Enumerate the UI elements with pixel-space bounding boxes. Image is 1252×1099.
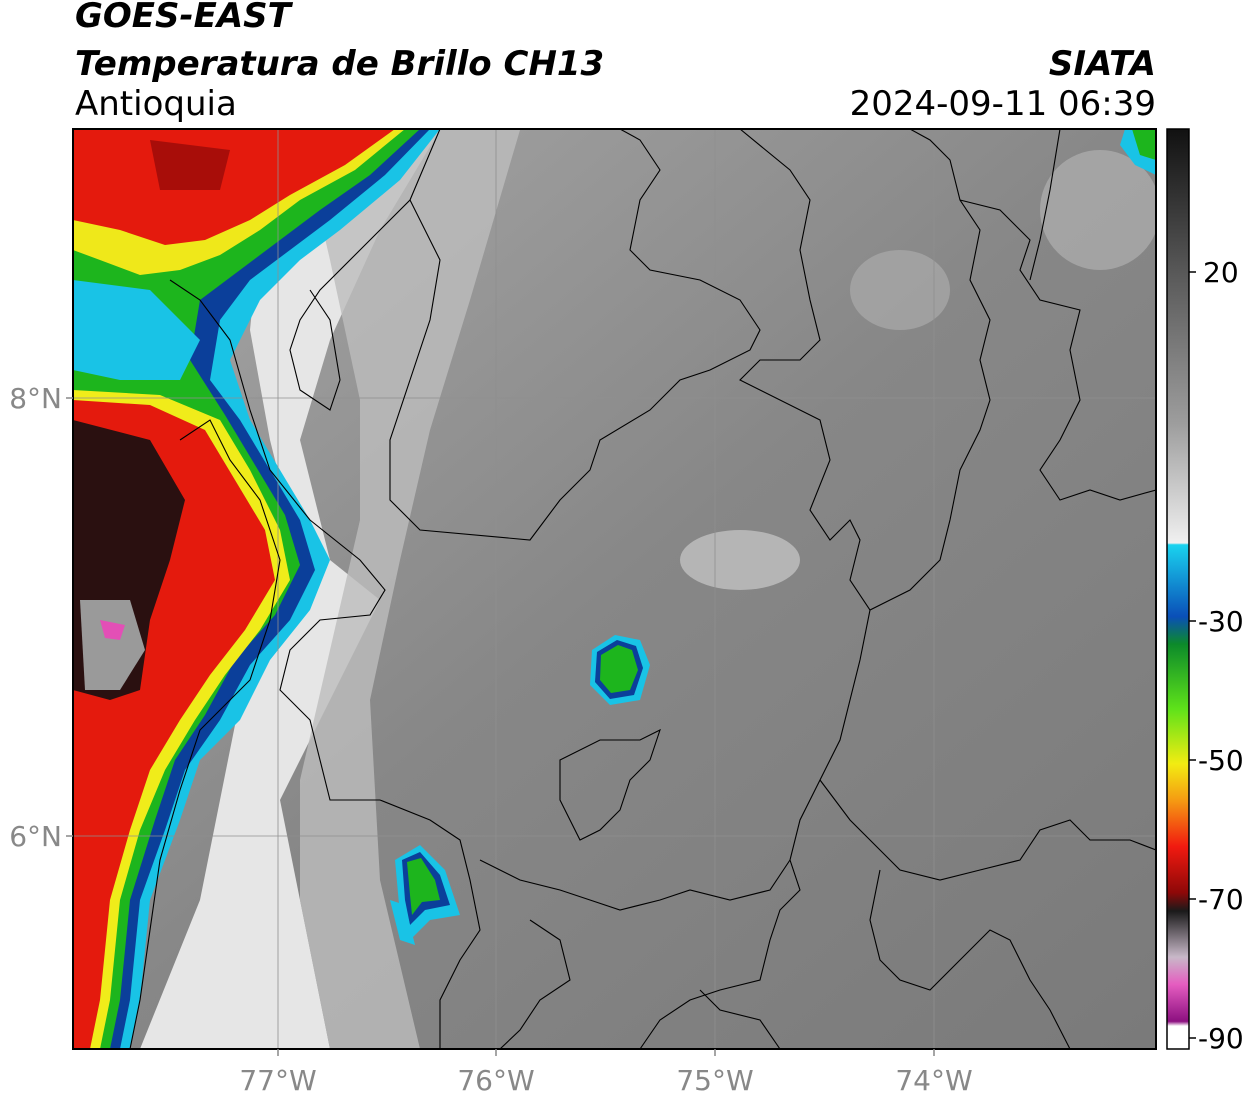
product-title: Temperatura de Brillo CH13 xyxy=(75,44,605,84)
colorbar-tick-minus50: -50 xyxy=(1198,744,1244,777)
timestamp-label: 2024-09-11 06:39 xyxy=(849,84,1156,124)
colorbar-tick-minus30: -30 xyxy=(1198,605,1244,638)
lat-label-6n: 6°N xyxy=(9,820,62,853)
imagery-layer xyxy=(73,129,1156,1049)
satellite-title: GOES-EAST xyxy=(75,0,291,36)
lon-label-77w: 77°W xyxy=(239,1064,316,1097)
lon-label-75w: 75°W xyxy=(676,1064,753,1097)
colorbar: 20 -30 -50 -70 -90 xyxy=(1166,128,1244,1055)
colorbar-tick-20: 20 xyxy=(1203,256,1239,289)
colorbar-tick-minus90: -90 xyxy=(1198,1022,1244,1055)
organization-label: SIATA xyxy=(1048,44,1156,84)
lon-label-74w: 74°W xyxy=(895,1064,972,1097)
region-label: Antioquia xyxy=(75,84,237,124)
lon-label-76w: 76°W xyxy=(457,1064,534,1097)
map-frame xyxy=(72,128,1157,1050)
lat-label-8n: 8°N xyxy=(9,382,62,415)
colorbar-tick-minus70: -70 xyxy=(1198,883,1244,916)
